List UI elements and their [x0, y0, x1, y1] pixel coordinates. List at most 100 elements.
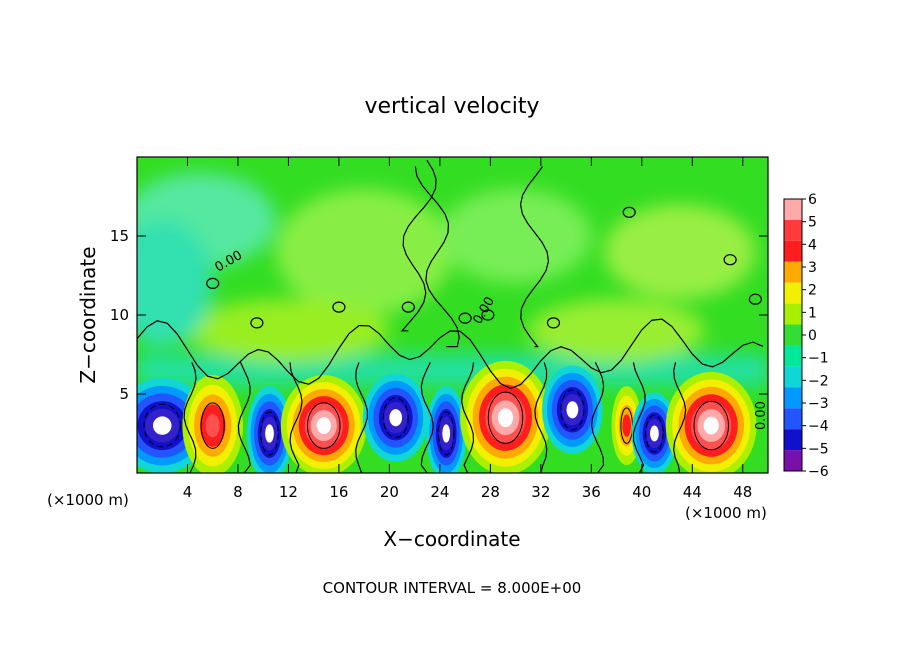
x-tick-label: 20: [380, 483, 399, 501]
colorbar-label: −4: [808, 419, 829, 435]
velocity-cell: [497, 408, 514, 428]
x-tick-label: 8: [233, 483, 243, 501]
chart-title: vertical velocity: [364, 94, 539, 119]
cell-contour: [438, 411, 455, 456]
colorbar-label: 6: [808, 192, 817, 208]
colorbar-swatch: [784, 199, 802, 220]
cell-contour: [260, 411, 279, 456]
zero-contour-line: [461, 362, 475, 473]
colorbar-label: 5: [808, 215, 817, 231]
zero-contours: [137, 159, 764, 473]
zero-contour-loop: [481, 309, 495, 321]
x-tick-label: 48: [733, 483, 752, 501]
y-tick-label: 10: [110, 306, 129, 324]
x-tick-label: 4: [183, 483, 193, 501]
x-unit-label-left: (×1000 m): [47, 491, 129, 509]
zero-contour-loop: [748, 293, 762, 305]
velocity-cells: [137, 360, 757, 473]
cell-contour: [487, 391, 524, 444]
colorbar-label: 2: [808, 283, 817, 299]
x-tick-label: 36: [582, 483, 601, 501]
velocity-cell: [265, 424, 274, 443]
zero-contour-line: [400, 159, 437, 332]
colorbar-swatch: [784, 429, 802, 451]
zero-contour-line: [632, 362, 646, 473]
cell-contour: [306, 402, 341, 449]
zero-contour-line: [534, 362, 548, 473]
x-tick-label: 16: [329, 483, 348, 501]
zero-contour-line: [237, 362, 251, 473]
x-tick-label: 24: [430, 483, 449, 501]
plot-area: [137, 157, 768, 473]
zero-contour-loop: [250, 317, 264, 329]
velocity-cell: [152, 416, 172, 435]
background-blob: [275, 188, 453, 315]
cell-contour: [693, 400, 729, 451]
velocity-cell: [205, 413, 220, 438]
y-tick-label: 5: [119, 385, 129, 403]
velocity-cell: [442, 424, 451, 443]
zero-contour-loop: [458, 312, 472, 324]
x-axis-ticks: 4 8 12 16 20 24 28 32 36 40 44 48: [183, 157, 752, 501]
y-axis-ticks: 5 10 15: [110, 227, 768, 403]
zero-contour-line: [137, 318, 764, 390]
colorbar-label: −5: [808, 441, 829, 457]
x-tick-label: 28: [481, 483, 500, 501]
x-tick-label: 40: [632, 483, 651, 501]
cell-contour: [200, 402, 225, 449]
zero-contour-line: [420, 362, 434, 473]
zero-contour-loop: [622, 206, 636, 218]
colorbar-label: 1: [808, 305, 817, 321]
colorbar-swatch: [784, 240, 802, 262]
background-blob: [439, 188, 592, 284]
velocity-cell: [566, 401, 579, 419]
colorbar-swatch: [784, 261, 802, 283]
y-tick-label: 15: [110, 227, 129, 245]
velocity-cell: [703, 416, 719, 435]
cell-contour: [560, 389, 585, 431]
colorbar-swatch: [784, 450, 802, 471]
background-blob: [603, 204, 756, 300]
x-axis-label: X−coordinate: [383, 527, 520, 551]
colorbar-swatch: [784, 282, 802, 304]
background-blobs: [137, 172, 768, 387]
x-tick-label: 32: [531, 483, 550, 501]
y-axis-label: Z−coordinate: [76, 246, 100, 383]
velocity-cell: [316, 417, 331, 435]
zero-contour-line: [355, 362, 368, 473]
colorbar-label: −6: [808, 464, 829, 480]
zero-contour-line: [519, 166, 550, 348]
cell-contour: [382, 397, 409, 439]
contour-label-3: 0.00: [754, 401, 769, 430]
colorbar-swatch: [784, 366, 802, 388]
zero-contour-line: [289, 362, 303, 473]
contour-interval-footer: CONTOUR INTERVAL = 8.000E+00: [323, 579, 582, 597]
cell-contour: [645, 414, 664, 453]
zero-contour-line: [183, 362, 197, 473]
x-unit-label-right: (×1000 m): [685, 504, 767, 522]
colorbar-swatch: [784, 345, 802, 367]
colorbar-label: 0: [808, 328, 817, 344]
colorbar: 6 5 4 3 2 1 0 −1 −2 −3 −4 −5 −6: [783, 192, 829, 480]
cell-contour: [143, 403, 181, 448]
x-tick-label: 12: [279, 483, 298, 501]
zero-contour-loop: [332, 301, 346, 313]
velocity-cell: [622, 414, 631, 437]
zero-contour-line: [591, 362, 605, 473]
colorbar-swatch: [784, 324, 802, 346]
zero-contour-loop: [401, 301, 415, 313]
velocity-cell: [650, 425, 659, 442]
zero-contour-loop: [723, 254, 737, 266]
zero-contour-loop: [206, 277, 220, 289]
velocity-cell: [389, 409, 403, 427]
colorbar-swatch: [784, 387, 802, 409]
zero-contour-loop: [546, 317, 561, 329]
colorbar-label: −3: [808, 396, 829, 412]
zero-contour-line: [414, 166, 460, 348]
background-blob: [528, 299, 705, 363]
colorbar-label: 3: [808, 260, 817, 276]
zero-contour-line: [673, 362, 687, 473]
colorbar-swatch: [784, 408, 802, 430]
background-blob: [187, 299, 390, 363]
